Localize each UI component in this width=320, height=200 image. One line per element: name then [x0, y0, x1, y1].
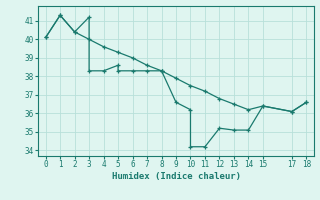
X-axis label: Humidex (Indice chaleur): Humidex (Indice chaleur): [111, 172, 241, 181]
